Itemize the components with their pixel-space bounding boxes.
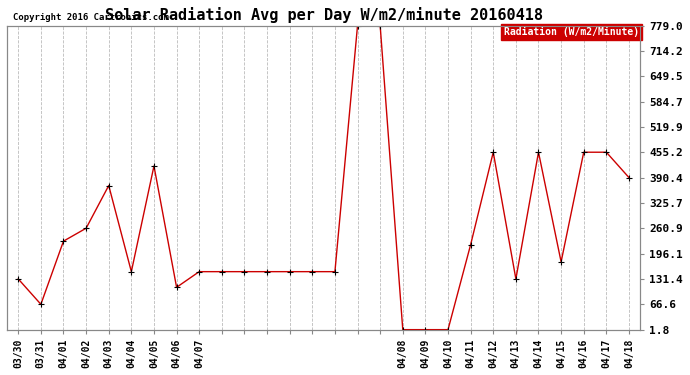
Text: Copyright 2016 Cartronics.com: Copyright 2016 Cartronics.com xyxy=(13,13,169,22)
Text: Radiation (W/m2/Minute): Radiation (W/m2/Minute) xyxy=(504,27,639,37)
Title: Solar Radiation Avg per Day W/m2/minute 20160418: Solar Radiation Avg per Day W/m2/minute … xyxy=(105,7,542,23)
